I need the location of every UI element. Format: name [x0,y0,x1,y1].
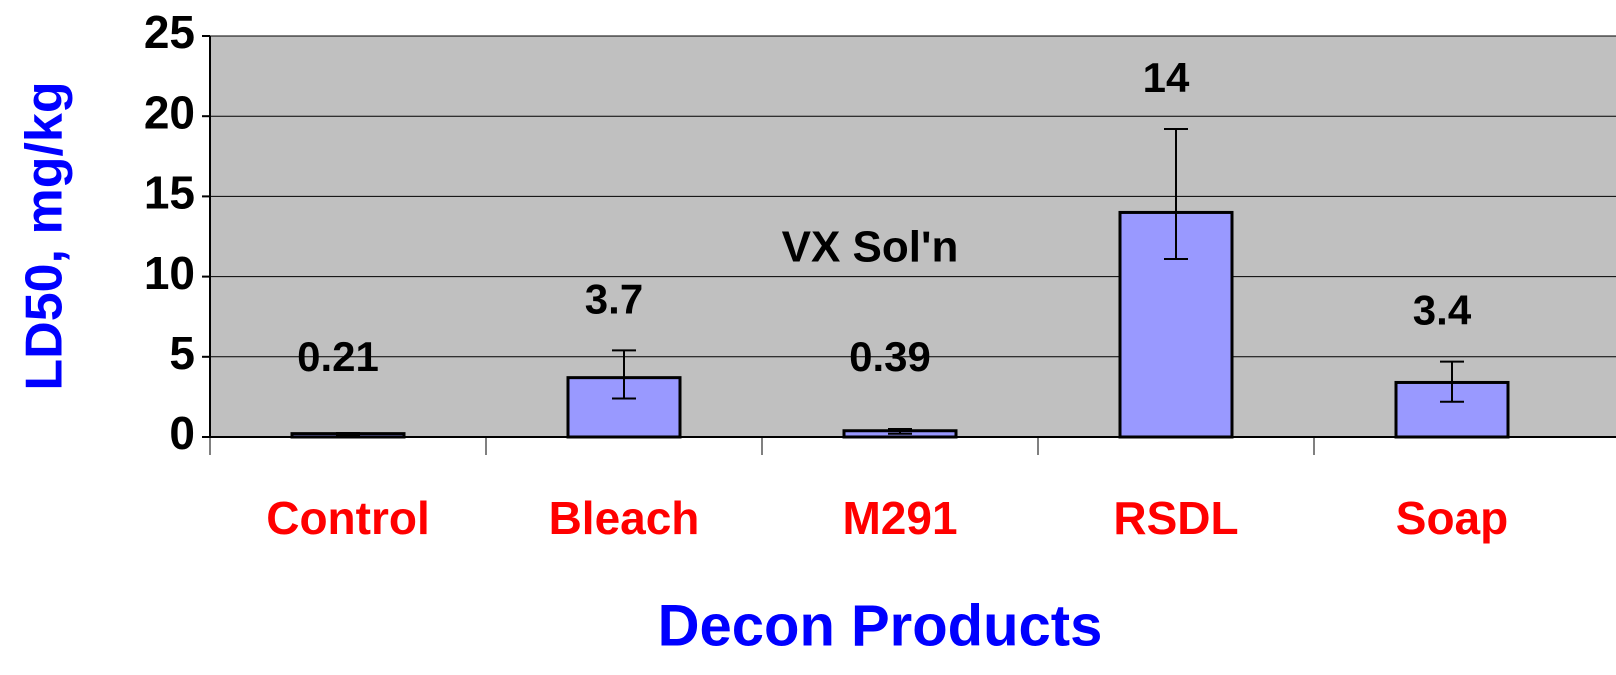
data-label: 3.7 [585,275,643,322]
y-tick-label: 5 [169,327,195,379]
x-tick-label: Control [266,492,430,544]
y-tick-label: 25 [144,6,195,58]
data-label: 0.39 [849,333,931,380]
data-label: 0.21 [297,333,379,380]
y-tick-label: 20 [144,86,195,138]
y-tick-label: 10 [144,247,195,299]
y-tick-label: 15 [144,167,195,219]
x-tick-label: M291 [842,492,957,544]
plot-area [210,36,1616,437]
data-label: 3.4 [1413,287,1472,334]
y-tick-label: 0 [169,407,195,459]
x-axis-title: Decon Products [658,593,1103,658]
annotation: VX Sol'n [782,223,959,272]
y-axis-title: LD50, mg/kg [16,81,74,390]
x-tick-label: Bleach [549,492,700,544]
data-label: 14 [1143,54,1190,101]
x-tick-label: RSDL [1113,492,1238,544]
x-tick-label: Soap [1396,492,1508,544]
